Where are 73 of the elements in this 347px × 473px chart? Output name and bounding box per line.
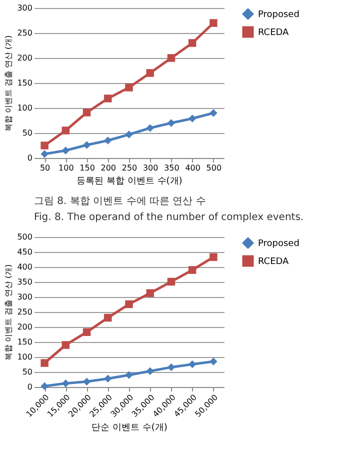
point (82, 328, 91, 336)
point (104, 314, 112, 322)
point (82, 141, 91, 149)
y-tick-label: 500 (17, 232, 32, 242)
legend-label: RCEDA (258, 28, 290, 38)
y-tick-label: 200 (17, 54, 32, 62)
point (210, 253, 218, 261)
y-tick-label: 250 (17, 308, 32, 316)
point (188, 39, 196, 47)
point (210, 358, 218, 366)
y-axis-title: 복합 이벤트 검출 연산 (개) (4, 35, 14, 132)
point (125, 130, 133, 138)
y-tick-label: 150 (17, 78, 32, 88)
point (188, 266, 196, 274)
y-tick-label: 250 (17, 28, 32, 38)
point (104, 374, 112, 382)
point (167, 119, 176, 127)
point (104, 94, 112, 102)
point (62, 146, 70, 154)
point (188, 114, 196, 122)
point (210, 19, 218, 27)
x-tick-label: 200 (100, 164, 116, 172)
point (167, 54, 176, 62)
y-tick-label: 200 (17, 322, 32, 332)
point (62, 380, 70, 388)
y-tick-label: 50 (22, 128, 32, 138)
y-tick-label: 150 (17, 338, 32, 346)
point (146, 289, 154, 297)
y-tick-label: 350 (17, 278, 32, 286)
y-tick-label: 100 (17, 104, 32, 112)
point (167, 363, 176, 372)
caption: 그림 8. 복합 이벤트 수에 따른 연산 수 (34, 196, 206, 207)
y-tick-label: 50 (22, 368, 32, 376)
y-tick-label: 300 (17, 4, 32, 12)
point (210, 109, 218, 117)
point (188, 360, 196, 368)
y-tick-label: 100 (17, 352, 32, 362)
point (146, 367, 154, 375)
legend-label: Proposed (258, 239, 300, 249)
point (146, 124, 154, 132)
legend-label: Proposed (258, 10, 300, 20)
x-tick-label: 400 (185, 164, 200, 172)
y-tick-label: 450 (17, 248, 32, 256)
point (125, 84, 133, 92)
point (40, 150, 48, 158)
point (125, 371, 133, 379)
x-tick-label: 50 (40, 164, 50, 172)
point (104, 136, 112, 144)
point (125, 300, 133, 308)
y-tick-label: 300 (17, 292, 32, 302)
point (62, 126, 70, 134)
point (82, 108, 91, 116)
point (40, 142, 48, 150)
legend-label: RCEDA (258, 257, 290, 267)
y-tick-label: 400 (17, 262, 32, 272)
point (40, 359, 48, 367)
x-tick-label: 500 (206, 164, 222, 172)
x-tick-label: 100 (58, 164, 74, 172)
x-axis-title: 등록된 복합 이벤트 수(개) (76, 176, 182, 186)
point (82, 378, 91, 386)
caption: Fig. 8. The operand of the number of complex events. (34, 212, 304, 223)
y-axis-title: 복합 이벤트 검출 연산 (개) (4, 264, 14, 361)
x-axis-title: 단순 이벤트 수(개) (92, 422, 168, 433)
point (167, 278, 176, 286)
x-tick-label: 300 (142, 164, 158, 172)
point (146, 69, 154, 77)
point (62, 341, 70, 349)
x-tick-label: 350 (164, 164, 180, 172)
point (40, 382, 48, 390)
x-tick-label: 250 (122, 164, 138, 172)
x-tick-label: 150 (80, 164, 95, 172)
y-tick-label: 0 (27, 382, 32, 392)
y-tick-label: 0 (27, 154, 32, 162)
